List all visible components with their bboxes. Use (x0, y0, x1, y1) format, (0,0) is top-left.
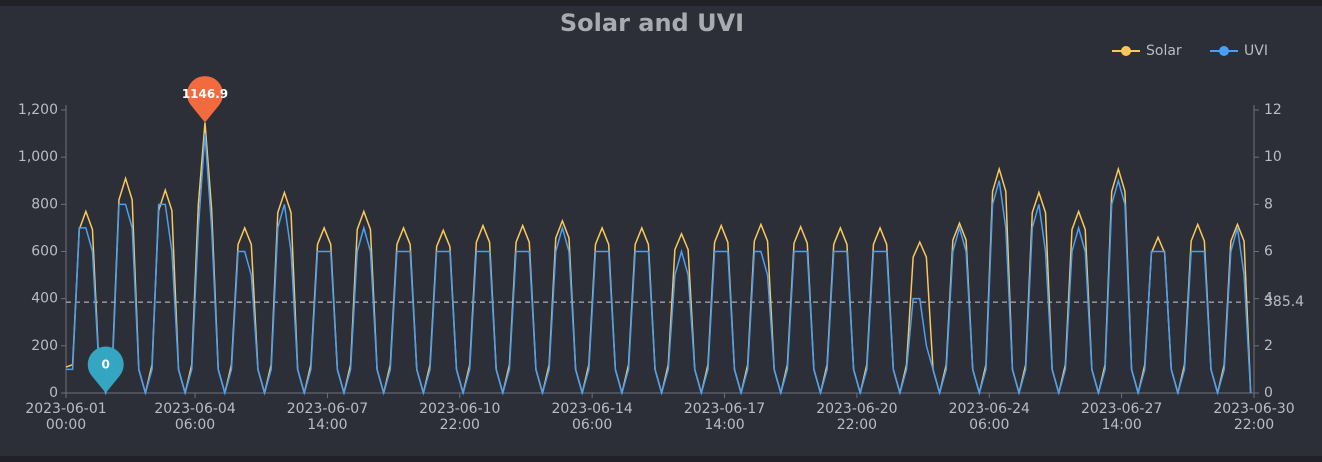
min-pin (87, 346, 124, 393)
chart-title: Solar and UVI (560, 9, 744, 37)
legend-label[interactable]: Solar (1146, 43, 1182, 59)
x-tick-label: 2023-06-17 14:00 (683, 401, 766, 433)
legend-dot (1219, 46, 1229, 56)
y-tick-label: 1,200 (18, 102, 58, 118)
x-tick-label: 2023-06-07 14:00 (286, 401, 369, 433)
y2-tick-label: 0 (1264, 385, 1273, 401)
legend-label[interactable]: UVI (1244, 43, 1268, 59)
x-tick-label: 2023-06-24 06:00 (948, 401, 1030, 433)
y2-tick-label: 2 (1264, 338, 1273, 354)
y-tick-label: 1,000 (18, 149, 58, 165)
max-pin (186, 76, 223, 123)
y2-tick-label: 6 (1264, 244, 1273, 260)
mean-label: 385.4 (1264, 294, 1304, 310)
x-tick-label: 2023-06-04 06:00 (154, 401, 236, 433)
x-tick-label: 2023-06-10 22:00 (419, 401, 501, 433)
y-tick-label: 800 (31, 196, 58, 212)
min-pin-label: 0 (102, 358, 110, 372)
x-tick-label: 2023-06-20 22:00 (816, 401, 898, 433)
y-tick-label: 200 (31, 338, 58, 354)
y2-tick-label: 8 (1264, 196, 1273, 212)
x-tick-label: 2023-06-14 06:00 (551, 401, 633, 433)
series-line (65, 122, 1252, 394)
x-tick-label: 2023-06-30 22:00 (1213, 401, 1295, 433)
y-tick-label: 0 (49, 385, 58, 401)
series-line (66, 133, 1252, 396)
y2-tick-label: 12 (1264, 102, 1282, 118)
y2-tick-label: 10 (1264, 149, 1282, 165)
y2-tick-label: 4 (1264, 291, 1273, 307)
x-tick-label: 2023-06-27 14:00 (1080, 401, 1163, 433)
y-tick-label: 400 (31, 291, 58, 307)
y-tick-label: 600 (31, 244, 58, 260)
max-pin-label: 1146.9 (182, 87, 228, 101)
x-tick-label: 2023-06-01 00:00 (25, 401, 107, 433)
legend-dot (1121, 46, 1131, 56)
